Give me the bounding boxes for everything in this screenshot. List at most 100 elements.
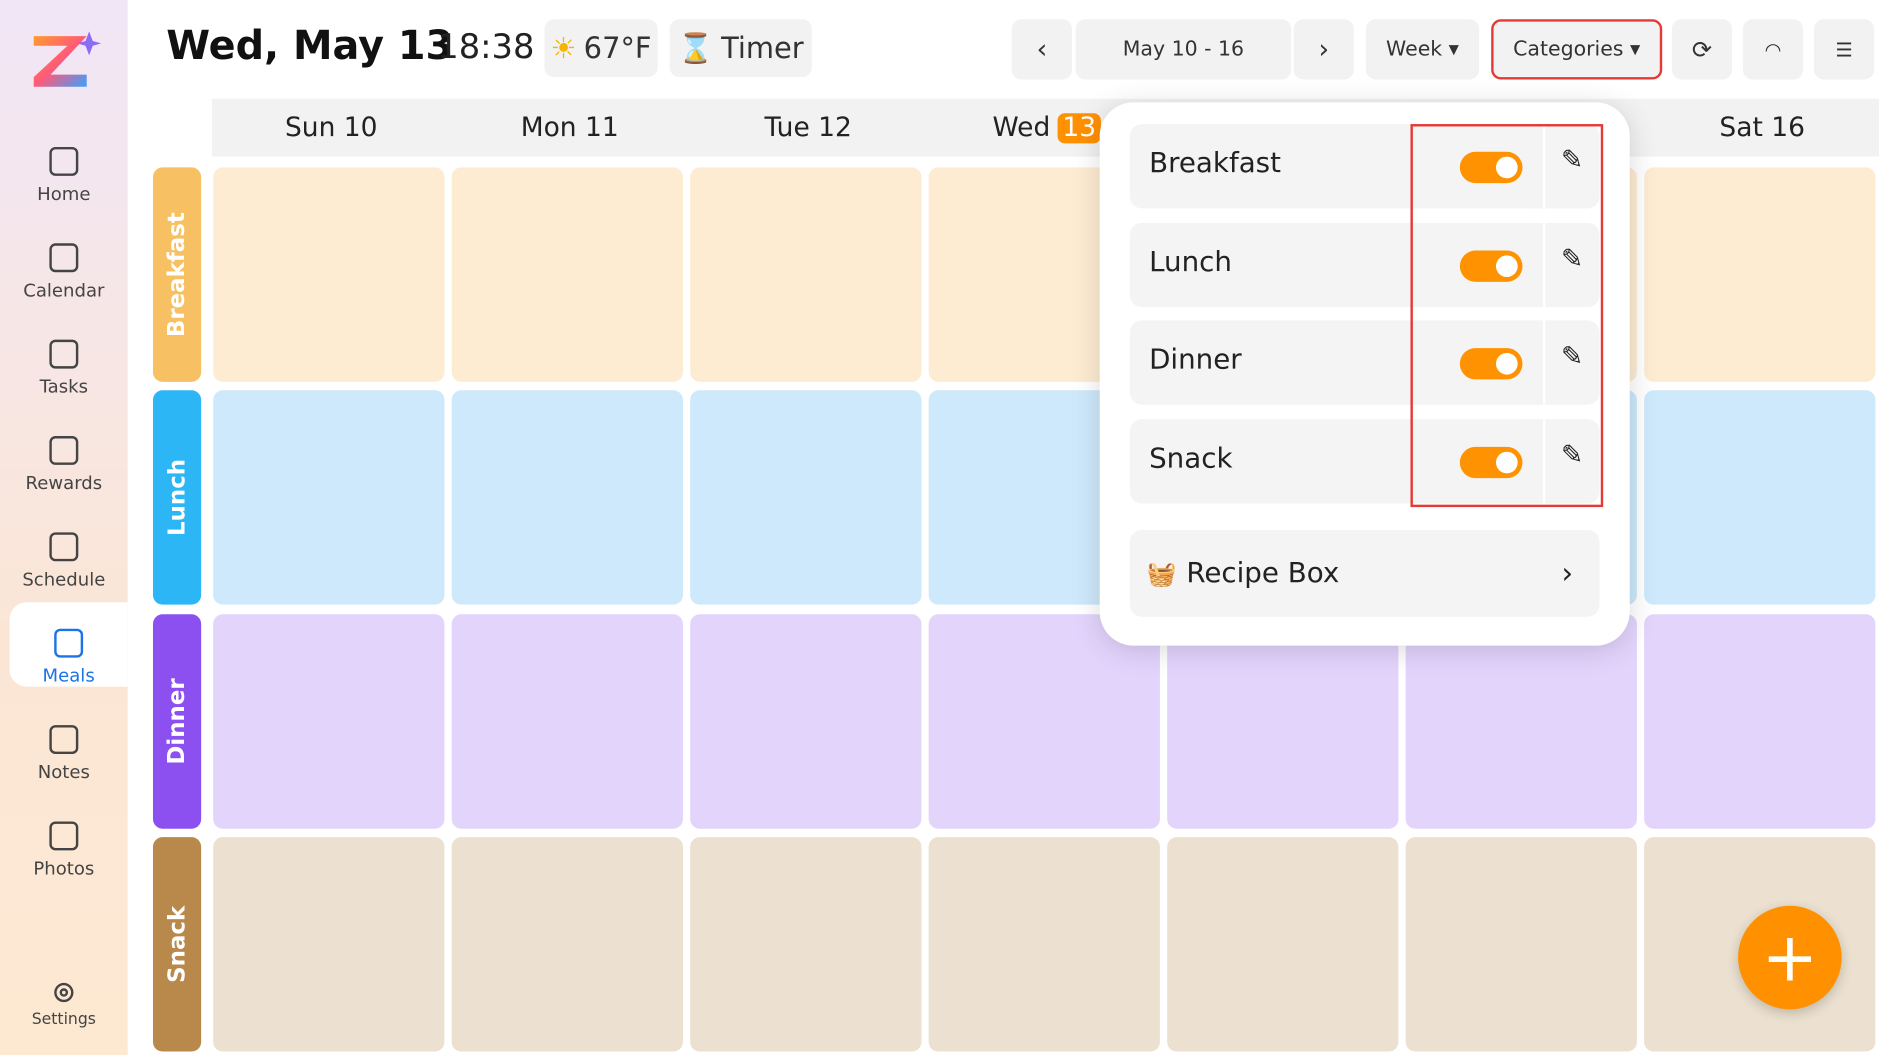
weather[interactable]: ☀ 67°F (544, 19, 658, 78)
meal-cell[interactable] (1644, 390, 1876, 605)
meal-cell[interactable] (213, 614, 445, 829)
nav-icon (49, 243, 79, 273)
nav-item[interactable]: Calendar (0, 217, 128, 301)
recipe-label: Recipe Box (1186, 557, 1340, 590)
meal-label: Snack (152, 837, 202, 1052)
prev-button[interactable]: ‹ (1011, 19, 1073, 80)
categories-text: Categories (1513, 37, 1624, 62)
meal-cell[interactable] (451, 837, 683, 1052)
toggle[interactable] (1459, 446, 1523, 479)
meal-cell[interactable] (690, 390, 922, 605)
edit-icon[interactable]: ✎ (1561, 440, 1584, 471)
wifi-button[interactable]: ◠ (1742, 19, 1804, 80)
nav-icon (49, 821, 79, 851)
nav-label: Notes (37, 761, 90, 783)
view-text: Week (1386, 37, 1443, 62)
meal-cell[interactable] (1405, 614, 1637, 829)
meal-name: Breakfast (163, 212, 191, 338)
toggle[interactable] (1459, 151, 1523, 184)
filter-button[interactable]: ☰ (1813, 19, 1875, 80)
meal-cell[interactable] (690, 614, 922, 829)
toggle[interactable] (1459, 348, 1523, 380)
weather-text: 67°F (583, 31, 652, 66)
meal-cell[interactable] (213, 167, 445, 382)
edit-icon[interactable]: ✎ (1561, 145, 1584, 176)
sidebar: Home Calendar Tasks Rewards Schedule Meals Not… (0, 0, 128, 1055)
timer[interactable]: ⌛ Timer (669, 19, 812, 78)
meal-cell[interactable] (1167, 614, 1399, 829)
meal-name: Lunch (163, 458, 191, 536)
meal-cell[interactable] (1167, 837, 1399, 1052)
nav-item[interactable]: Meals (9, 602, 128, 687)
toggle[interactable] (1459, 250, 1523, 282)
meal-cell[interactable] (1405, 837, 1637, 1052)
nav-icon (49, 436, 79, 465)
timer-text: Timer (721, 31, 804, 66)
nav-item[interactable]: Schedule (0, 506, 128, 590)
nav-icon (54, 628, 84, 658)
view-dropdown[interactable]: Week ▾ (1365, 19, 1480, 80)
day-name: Tue 12 (764, 112, 852, 143)
next-button[interactable]: › (1293, 19, 1354, 80)
nav-label: Meals (42, 664, 95, 687)
categories-dropdown[interactable]: Categories ▾ (1491, 19, 1663, 80)
day-header: Tue 12 (688, 98, 928, 157)
add-button[interactable]: + (1738, 905, 1842, 1010)
nav-item[interactable]: Tasks (0, 313, 128, 397)
meal-cell[interactable] (928, 614, 1160, 829)
logo (33, 31, 102, 87)
time: 18:38 (437, 26, 535, 67)
day-badge: 13 (1057, 112, 1101, 143)
settings-label: Settings (31, 1010, 96, 1029)
edit-icon[interactable]: ✎ (1561, 244, 1584, 275)
nav-icon (49, 146, 79, 176)
category-row: Snack ✎ (1129, 419, 1600, 504)
category-row: Dinner ✎ (1129, 320, 1600, 405)
category-name: Dinner (1149, 344, 1242, 376)
meal-cell[interactable] (1644, 614, 1876, 829)
nav-item[interactable]: Rewards (0, 410, 128, 494)
range[interactable]: May 10 - 16 (1075, 19, 1292, 80)
nav-label: Photos (33, 857, 95, 880)
nav-item[interactable]: Home (0, 120, 128, 205)
refresh-button[interactable]: ⟳ (1671, 19, 1733, 80)
meal-cell[interactable] (213, 390, 445, 605)
category-name: Snack (1149, 443, 1233, 475)
meal-cell[interactable] (1644, 167, 1876, 382)
edit-icon[interactable]: ✎ (1561, 342, 1584, 373)
settings-nav[interactable]: Settings (0, 964, 128, 1029)
meal-label: Dinner (152, 614, 202, 829)
meal-cell[interactable] (451, 390, 683, 605)
nav-item[interactable]: Photos (0, 795, 128, 879)
meal-label: Lunch (152, 390, 202, 605)
day-header: Mon 11 (450, 98, 689, 157)
recipe-box[interactable]: 🧺 Recipe Box › (1129, 529, 1600, 617)
meal-cell[interactable] (451, 614, 683, 829)
day-header: Sat 16 (1642, 98, 1879, 157)
nav-label: Home (37, 183, 91, 205)
recipe-icon: 🧺 (1146, 558, 1177, 588)
chevron: › (1561, 556, 1574, 591)
nav-label: Schedule (22, 568, 106, 591)
category-name: Lunch (1149, 246, 1232, 279)
category-name: Breakfast (1149, 148, 1281, 180)
date: Wed, May 13 (166, 21, 454, 69)
meal-cell[interactable] (213, 837, 445, 1052)
meal-label: Breakfast (152, 167, 202, 382)
meal-cell[interactable] (451, 167, 683, 382)
highlight-box (1410, 124, 1604, 508)
meal-cell[interactable] (928, 837, 1160, 1052)
meal-cell[interactable] (690, 167, 922, 382)
divider (1542, 124, 1546, 209)
divider (1542, 222, 1546, 308)
timer-icon: ⌛ (677, 31, 714, 66)
nav-icon (49, 339, 79, 369)
nav-icon (49, 532, 79, 562)
meal-cell[interactable] (690, 837, 922, 1052)
meal-name: Dinner (163, 678, 191, 765)
nav-item[interactable]: Notes (0, 699, 128, 783)
sun-icon: ☀ (550, 31, 577, 66)
meal-name: Snack (163, 905, 191, 983)
